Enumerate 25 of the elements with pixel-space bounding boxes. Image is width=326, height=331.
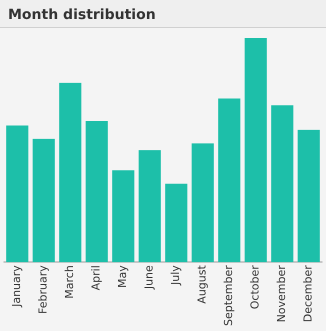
bar [271, 105, 294, 262]
x-tick-label: July [169, 264, 182, 286]
x-tick-label: November [275, 264, 288, 322]
bar [32, 138, 55, 262]
x-tick-label: May [116, 264, 130, 288]
x-tick-label: June [142, 264, 156, 290]
bar [244, 38, 267, 262]
x-tick-label: December [302, 264, 315, 322]
bar [138, 150, 161, 262]
bar [6, 125, 28, 262]
x-tick-label: April [90, 265, 103, 290]
x-tick-label: October [248, 264, 262, 310]
bar [86, 120, 108, 262]
x-tick-label: February [36, 264, 50, 314]
bar [218, 98, 240, 262]
bar [59, 82, 82, 262]
bar [165, 184, 188, 262]
x-tick-label: January [10, 264, 24, 308]
x-tick-label: March [63, 265, 76, 299]
chart-title: Month distribution [0, 0, 326, 28]
bar [112, 170, 134, 262]
x-tick-label: September [222, 264, 236, 326]
bar [298, 130, 320, 262]
bar [192, 143, 214, 262]
x-tick-label: August [196, 264, 209, 304]
